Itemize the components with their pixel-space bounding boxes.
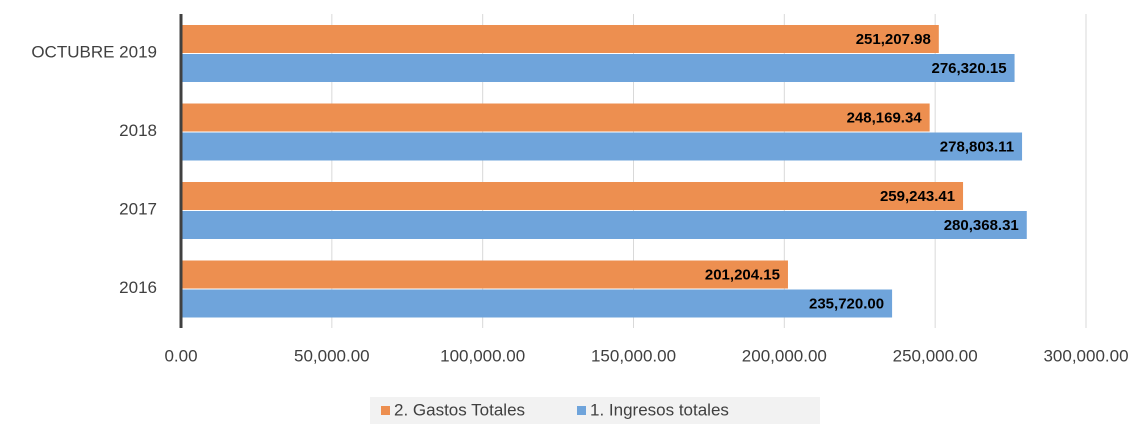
y-tick-label: OCTUBRE 2019 xyxy=(31,42,157,61)
x-tick-label: 300,000.00 xyxy=(1043,346,1128,365)
value-label: 235,720.00 xyxy=(809,295,884,312)
value-label: 248,169.34 xyxy=(847,109,923,126)
bar xyxy=(181,132,1023,161)
bar xyxy=(181,54,1015,82)
bar xyxy=(181,289,893,318)
bar xyxy=(181,260,788,289)
value-label: 278,803.11 xyxy=(940,138,1014,155)
x-tick-label: 50,000.00 xyxy=(294,346,370,365)
y-tick-label: 2016 xyxy=(119,278,157,297)
value-label: 276,320.15 xyxy=(931,60,1006,77)
x-tick-label: 250,000.00 xyxy=(893,346,978,365)
legend-label: 1. Ingresos totales xyxy=(590,400,729,419)
legend-swatch xyxy=(381,406,390,415)
bar xyxy=(181,211,1027,239)
value-label: 201,204.15 xyxy=(705,266,780,283)
y-tick-label: 2017 xyxy=(119,199,157,218)
value-label: 280,368.31 xyxy=(944,217,1019,234)
bar xyxy=(181,25,939,53)
x-tick-label: 150,000.00 xyxy=(591,346,676,365)
legend-background xyxy=(370,397,820,424)
y-tick-label: 2018 xyxy=(119,121,157,140)
bar xyxy=(181,182,964,210)
bar xyxy=(181,103,930,132)
legend-swatch xyxy=(577,406,586,415)
value-label: 259,243.41 xyxy=(880,188,955,205)
legend-label: 2. Gastos Totales xyxy=(394,400,525,419)
x-tick-label: 100,000.00 xyxy=(440,346,525,365)
x-tick-label: 200,000.00 xyxy=(742,346,827,365)
value-label: 251,207.98 xyxy=(856,31,931,48)
x-tick-label: 0.00 xyxy=(164,346,197,365)
